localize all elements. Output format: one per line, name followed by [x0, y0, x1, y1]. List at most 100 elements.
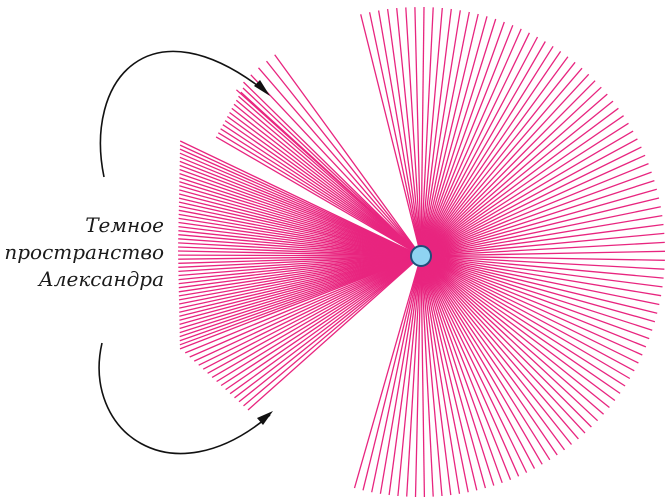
light-ray	[211, 255, 422, 378]
light-ray	[178, 209, 422, 257]
light-ray	[234, 255, 422, 399]
light-ray	[420, 100, 614, 257]
light-ray	[420, 255, 558, 456]
light-ray	[388, 255, 422, 496]
caption-line-1: Темное	[85, 213, 164, 237]
light-ray	[420, 255, 487, 489]
light-ray	[178, 255, 422, 260]
light-ray	[179, 181, 422, 257]
light-ray	[420, 255, 573, 445]
light-ray	[420, 255, 426, 497]
light-ray	[406, 255, 422, 497]
light-ray	[420, 255, 452, 496]
light-ray	[420, 255, 626, 387]
light-ray	[420, 25, 514, 257]
light-ray	[420, 41, 546, 257]
light-ray	[396, 8, 422, 257]
light-ray	[229, 111, 422, 257]
light-ray	[420, 255, 639, 364]
light-ray	[420, 255, 650, 340]
light-ray	[420, 255, 662, 297]
light-ray	[420, 21, 505, 257]
light-ray	[420, 28, 522, 257]
light-ray	[362, 255, 422, 491]
light-ray	[178, 201, 422, 257]
light-ray	[229, 255, 422, 395]
light-ray	[420, 255, 579, 440]
light-ray	[235, 89, 422, 257]
light-ray	[178, 255, 422, 264]
light-ray	[178, 217, 422, 257]
light-ray	[231, 107, 422, 257]
light-ray	[420, 255, 512, 480]
light-ray	[178, 234, 422, 257]
light-ray	[222, 124, 422, 257]
light-ray	[420, 255, 660, 306]
light-ray	[235, 99, 422, 257]
light-ray	[189, 255, 422, 358]
light-ray	[420, 51, 562, 257]
light-ray	[420, 255, 543, 465]
light-ray	[202, 255, 422, 370]
light-ray	[178, 255, 422, 281]
light-ray	[420, 18, 497, 257]
light-ray	[377, 10, 422, 257]
light-ray	[420, 255, 635, 372]
light-ray	[420, 255, 495, 486]
light-ray	[420, 7, 443, 257]
light-ray	[420, 255, 631, 380]
light-ray	[178, 197, 422, 257]
light-ray	[220, 255, 422, 387]
light-ray	[217, 132, 422, 257]
light-ray	[420, 122, 629, 257]
light-ray	[178, 255, 422, 277]
light-ray	[420, 56, 569, 257]
light-ray	[420, 32, 530, 257]
light-ray	[420, 162, 649, 257]
light-ray	[420, 223, 664, 257]
light-ray	[178, 255, 422, 273]
light-ray	[420, 255, 478, 491]
light-ray	[179, 255, 422, 338]
light-ray	[178, 255, 422, 293]
upper-arrowhead-icon	[254, 80, 270, 96]
light-ray	[420, 86, 602, 257]
light-ray	[179, 189, 422, 257]
light-ray	[179, 168, 422, 257]
light-ray	[379, 255, 422, 494]
light-ray	[420, 13, 479, 257]
light-ray	[178, 230, 422, 257]
light-ray	[420, 255, 566, 451]
light-ray	[420, 255, 520, 477]
light-ray	[238, 255, 422, 403]
light-ray	[405, 7, 422, 257]
water-droplet	[410, 245, 432, 267]
light-ray	[420, 255, 653, 331]
light-ray	[420, 255, 461, 494]
light-ray	[178, 193, 422, 257]
arrowheads	[254, 80, 273, 425]
light-ray	[420, 10, 461, 257]
light-ray	[420, 16, 488, 257]
light-ray	[250, 74, 422, 257]
light-ray	[420, 255, 551, 461]
light-ray	[368, 12, 422, 257]
light-ray	[179, 185, 422, 257]
light-ray	[243, 81, 422, 257]
light-ray	[179, 255, 422, 350]
light-ray	[242, 87, 422, 257]
light-ray	[207, 255, 422, 374]
light-ray	[420, 255, 536, 469]
light-ray	[226, 115, 422, 257]
light-ray	[397, 255, 422, 497]
light-ray	[420, 146, 642, 257]
light-ray	[414, 7, 422, 257]
light-ray	[420, 6, 425, 257]
light-ray	[177, 250, 422, 257]
caption-line-3: Александра	[38, 267, 164, 291]
light-ray	[353, 255, 422, 489]
light-ray	[420, 255, 610, 409]
light-ray	[420, 255, 434, 497]
light-ray	[179, 255, 422, 321]
